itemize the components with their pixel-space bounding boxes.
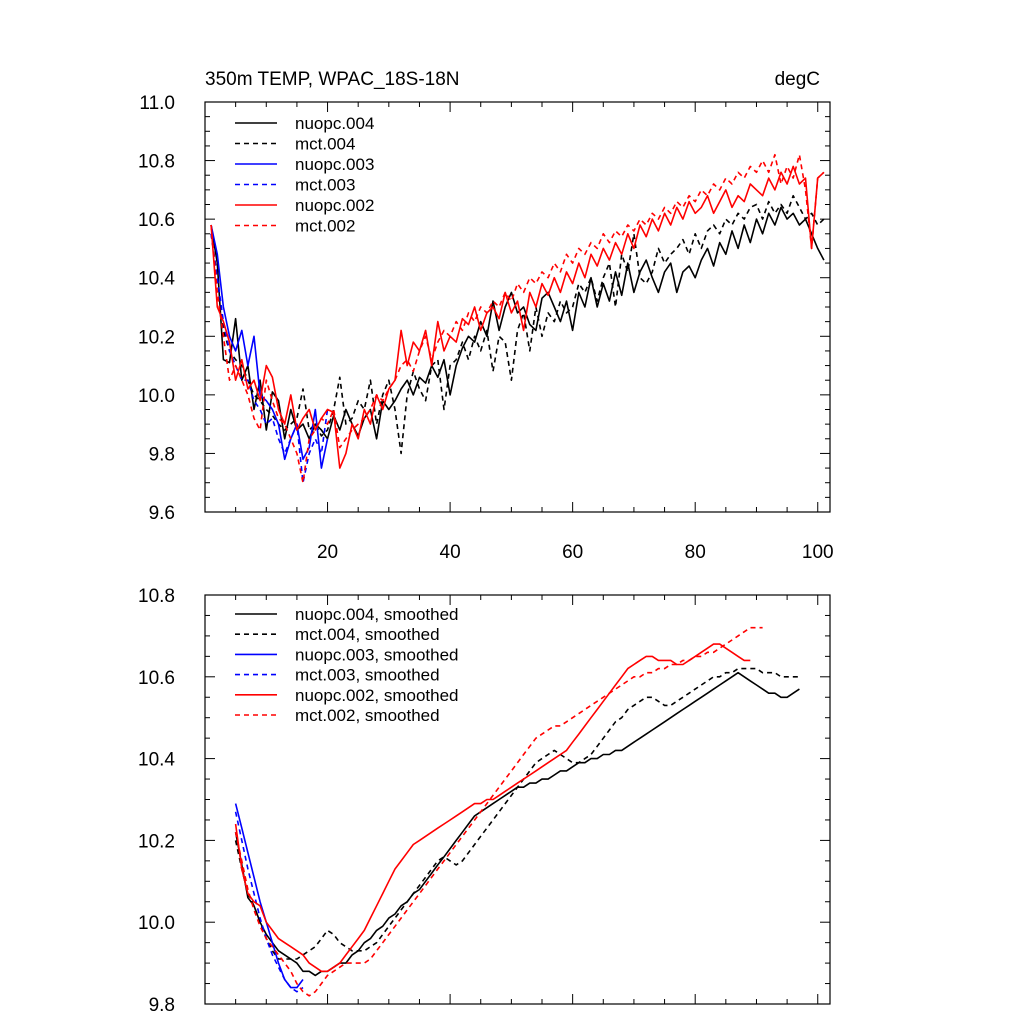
legend-entry: mct.004 (295, 135, 355, 154)
bottom-panel: 9.8 10.0 10.2 10.4 10.6 10.8 nuopc.004, smooth… (138, 586, 831, 1016)
y-tick-label: 9.8 (149, 995, 175, 1016)
series-line (210, 206, 825, 440)
legend-entry: mct.003 (295, 176, 355, 195)
legend-entry: nuopc.002 (295, 196, 374, 215)
legend-entry: mct.002, smoothed (295, 706, 440, 725)
series-line (210, 224, 329, 469)
legend-entry: mct.004, smoothed (295, 625, 440, 644)
y-tick-label: 10.2 (138, 327, 175, 348)
x-tick-label: 60 (562, 542, 583, 563)
y-tick-label: 10.8 (138, 152, 175, 173)
series-line (234, 667, 800, 960)
series-line (234, 811, 304, 993)
legend-entry: mct.002 (295, 217, 355, 236)
y-tick-label: 9.6 (149, 503, 175, 524)
legend-entry: mct.003, smoothed (295, 666, 440, 685)
y-tick-label: 9.8 (149, 444, 175, 465)
y-tick-label: 10.4 (138, 269, 175, 290)
y-tick-label: 10.8 (138, 586, 175, 607)
y-tick-label: 10.0 (138, 386, 175, 407)
x-tick-label: 40 (440, 542, 461, 563)
top-title: 350m TEMP, WPAC_18S-18N (205, 69, 460, 90)
series-line (234, 803, 304, 989)
y-tick-label: 10.4 (138, 750, 175, 771)
x-tick-label: 80 (685, 542, 706, 563)
series-line (234, 643, 751, 973)
legend-entry: nuopc.004, smoothed (295, 605, 459, 624)
top-panel: 350m TEMP, WPAC_18S-18N degC 9.6 9.8 10.0 1… (138, 69, 834, 563)
y-tick-label: 10.2 (138, 831, 175, 852)
series-line (210, 165, 825, 469)
legend-entry: nuopc.003, smoothed (295, 645, 459, 664)
y-tick-label: 10.6 (138, 668, 175, 689)
series-line (210, 153, 825, 484)
x-tick-label: 20 (317, 542, 338, 563)
y-tick-label: 10.6 (138, 210, 175, 231)
x-tick-label: 100 (802, 542, 834, 563)
y-tick-label: 11.0 (139, 93, 175, 114)
legend-entry: nuopc.002, smoothed (295, 686, 459, 705)
legend-entry: nuopc.003 (295, 155, 374, 174)
y-tick-label: 10.0 (138, 913, 175, 934)
top-units: degC (775, 69, 820, 90)
legend-entry: nuopc.004 (295, 114, 374, 133)
series-line (234, 626, 763, 997)
